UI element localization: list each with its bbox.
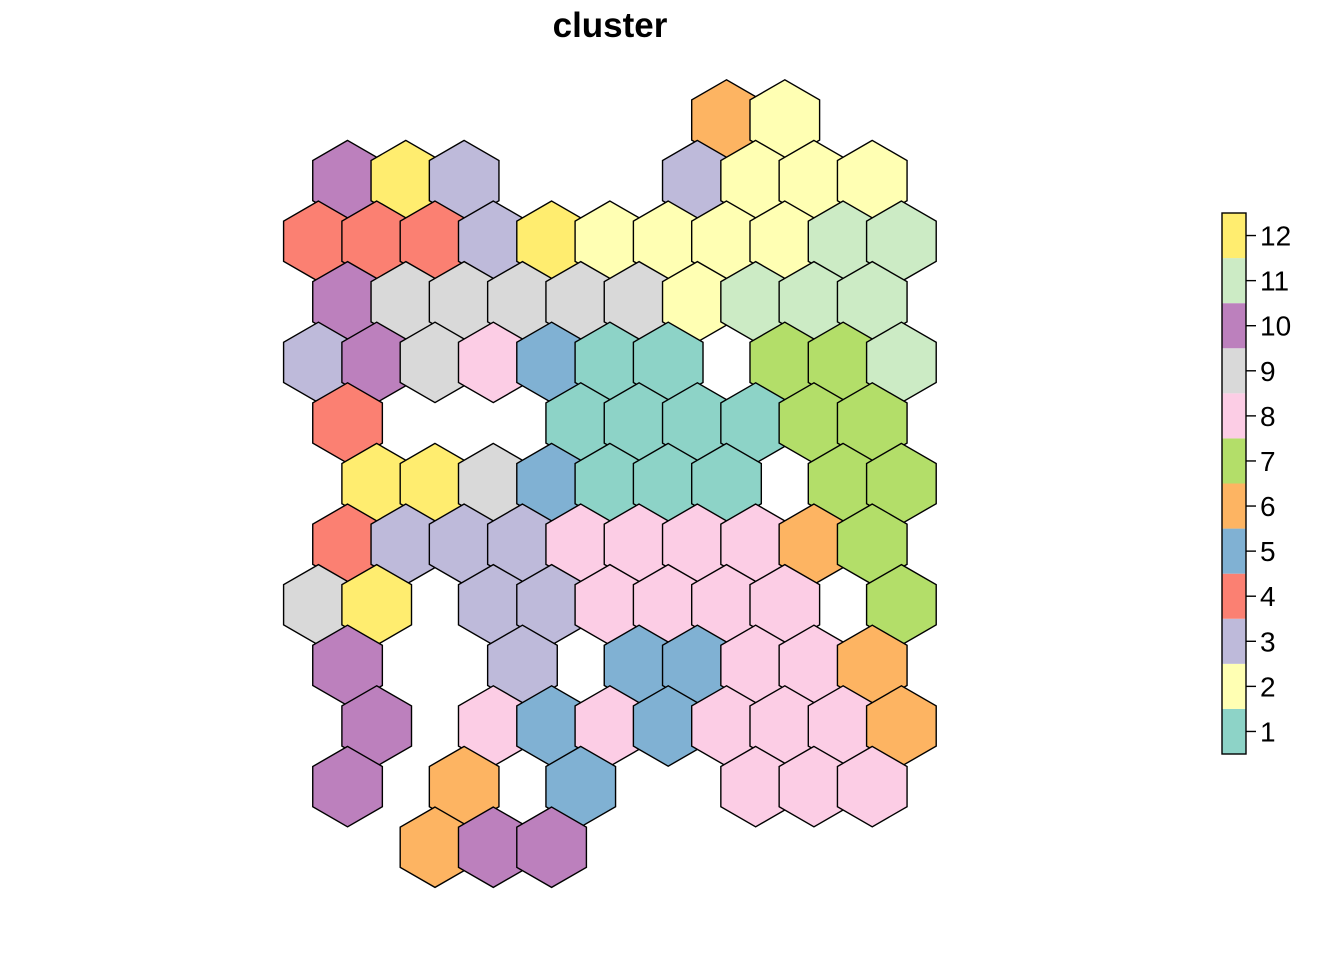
- legend-swatch: [1222, 618, 1246, 664]
- legend-tick-label: 11: [1260, 266, 1289, 297]
- legend-frame: [1221, 212, 1247, 755]
- legend-swatch: [1222, 438, 1246, 484]
- legend-tick-label: 7: [1260, 446, 1276, 477]
- hex-cell: [312, 745, 384, 828]
- legend-tick-label: 2: [1260, 671, 1276, 702]
- chart-title: cluster: [553, 6, 668, 45]
- legend-swatch: [1222, 483, 1246, 529]
- legend-swatch: [1222, 708, 1246, 754]
- legend-swatch: [1222, 663, 1246, 709]
- legend-tick-label: 1: [1260, 716, 1276, 747]
- legend-tick-label: 8: [1260, 401, 1276, 432]
- legend-swatch: [1222, 213, 1246, 259]
- legend-tick-label: 9: [1260, 356, 1276, 387]
- hex-cell: [836, 745, 908, 828]
- legend-swatch: [1222, 258, 1246, 304]
- legend-swatch: [1222, 303, 1246, 349]
- legend-tick-label: 6: [1260, 491, 1276, 522]
- legend-tick-label: 10: [1260, 311, 1291, 342]
- legend-swatch: [1222, 528, 1246, 574]
- hex-grid: [282, 78, 937, 889]
- legend-swatch: [1222, 393, 1246, 439]
- legend-swatch: [1222, 573, 1246, 619]
- legend-tick-label: 3: [1260, 626, 1276, 657]
- hex-cell: [516, 806, 588, 889]
- legend-tick-label: 12: [1260, 221, 1291, 252]
- legend-tick-label: 5: [1260, 536, 1276, 567]
- legend-tick-label: 4: [1260, 581, 1276, 612]
- legend-swatch: [1222, 348, 1246, 394]
